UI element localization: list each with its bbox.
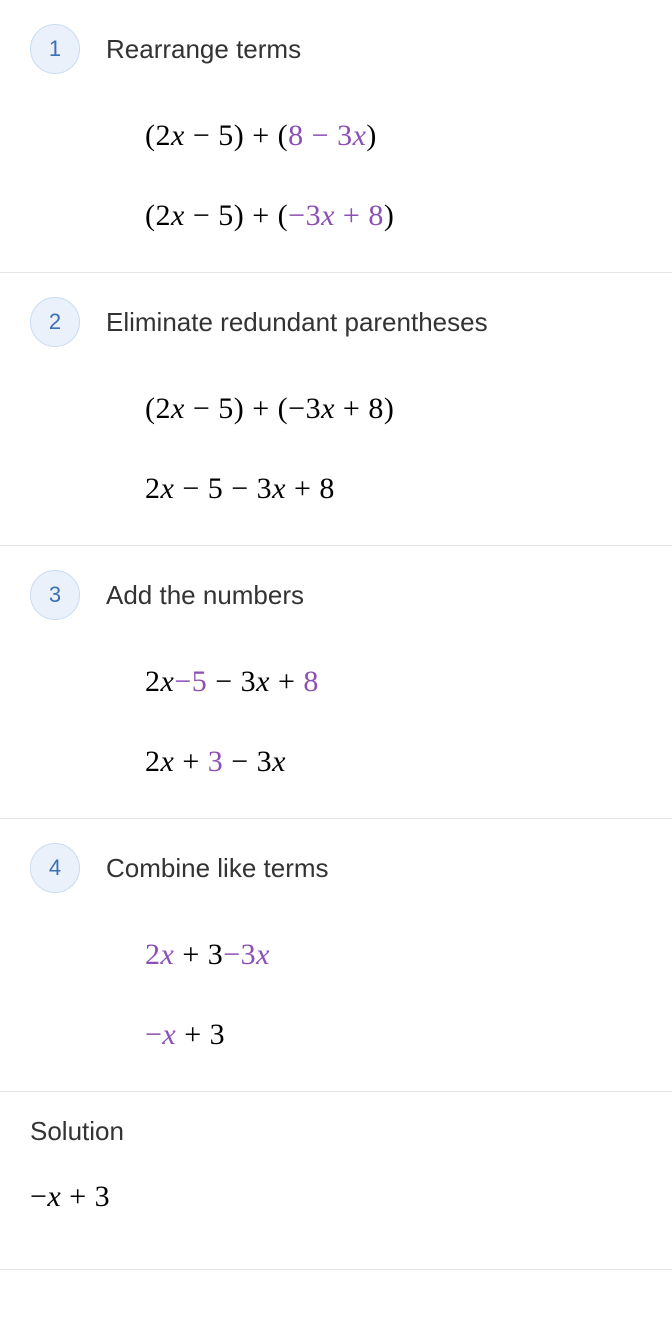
step: 1Rearrange terms(2x − 5) + (8 − 3x)(2x −… [0,0,672,273]
step-header: 2 Eliminate redundant parentheses [30,297,642,347]
solution-section: Solution −x + 3 [0,1092,672,1270]
step-title: Combine like terms [106,853,329,884]
step-title: Eliminate redundant parentheses [106,307,488,338]
math-expression: (2x − 5) + (−3x + 8) [145,198,642,234]
step-title: Add the numbers [106,580,304,611]
math-expression: (2x − 5) + (−3x + 8) [145,391,642,427]
math-expression: 2x − 5 − 3x + 8 [145,471,642,507]
step: 4 Combine like terms 2x + 3−3x −x + 3 [0,819,672,1092]
step-number-badge: 4 [30,843,80,893]
step-header: 1 Rearrange terms [30,24,642,74]
step-number-badge: 2 [30,297,80,347]
math-expression: 2x−5 − 3x + 8 [145,664,642,700]
solution-label: Solution [30,1116,642,1147]
step-number-badge: 1 [30,24,80,74]
math-block: 2x + 3−3x −x + 3 [30,937,642,1053]
math-expression: 2x + 3−3x [145,937,642,973]
step: 2 Eliminate redundant parentheses (2x − 5)… [0,273,672,546]
step-number-badge: 3 [30,570,80,620]
math-expression: (2x − 5) + (8 − 3x) [145,118,642,154]
math-block: (2x − 5) + (8 − 3x) (2x − 5) + (−3x + 8) [30,118,642,234]
step-title: Rearrange terms [106,34,301,65]
math-block: (2x − 5) + (−3x + 8) 2x − 5 − 3x + 8 [30,391,642,507]
math-expression: −x + 3 [145,1017,642,1053]
steps-list: 1Rearrange terms(2x − 5) + (8 − 3x)(2x −… [0,0,672,1092]
solution-expression: −x + 3 [30,1179,642,1215]
math-expression: 2x + 3 − 3x [145,744,642,780]
step: 3 Add the numbers 2x−5 − 3x + 8 2x + 3 − 3x [0,546,672,819]
step-header: 3 Add the numbers [30,570,642,620]
step-header: 4 Combine like terms [30,843,642,893]
math-block: 2x−5 − 3x + 8 2x + 3 − 3x [30,664,642,780]
